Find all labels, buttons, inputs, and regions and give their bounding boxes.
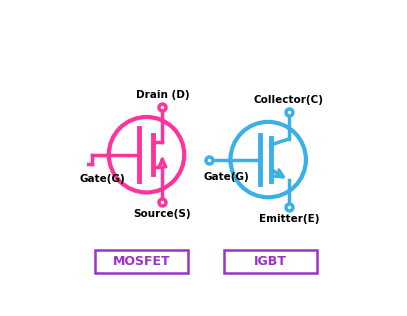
Text: Emitter(E): Emitter(E) — [258, 214, 319, 224]
Text: Gate(G): Gate(G) — [204, 172, 249, 182]
Text: IGBT: IGBT — [254, 255, 287, 268]
Text: Source(S): Source(S) — [133, 210, 191, 219]
Text: Collector(C): Collector(C) — [254, 95, 324, 105]
Text: MOSFET: MOSFET — [113, 255, 171, 268]
FancyBboxPatch shape — [96, 250, 188, 273]
Text: Drain (D): Drain (D) — [136, 90, 189, 100]
Text: Gate(G): Gate(G) — [80, 174, 125, 184]
FancyBboxPatch shape — [224, 250, 317, 273]
